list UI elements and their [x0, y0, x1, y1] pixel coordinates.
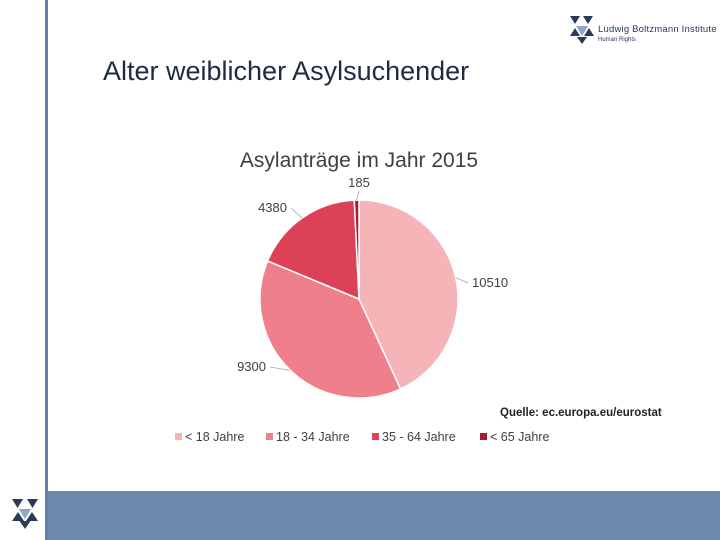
- legend-label: 18 - 34 Jahre: [276, 430, 350, 444]
- chart-legend: < 18 Jahre 18 - 34 Jahre 35 - 64 Jahre < 65…: [175, 430, 549, 444]
- logo-name: Ludwig Boltzmann Institute: [598, 24, 717, 35]
- leader-line: [356, 190, 360, 201]
- logo-subtitle: Human Rights: [598, 37, 637, 43]
- pie-data-label: 185: [348, 175, 370, 190]
- pie-data-labels: 10510 9300 4380 185: [237, 175, 508, 374]
- chart-source: Quelle: ec.europa.eu/eurostat: [500, 407, 662, 419]
- slide-title: Alter weiblicher Asylsuchender: [103, 56, 470, 86]
- pie-data-label: 9300: [237, 359, 266, 374]
- legend-swatch: [266, 433, 273, 440]
- legend-swatch: [480, 433, 487, 440]
- leader-line: [290, 207, 303, 219]
- legend-swatch: [175, 433, 182, 440]
- lbi-triangle-logo-icon: [12, 499, 38, 529]
- pie-data-label: 10510: [472, 275, 508, 290]
- pie-data-label: 4380: [258, 200, 287, 215]
- legend-label: < 65 Jahre: [490, 430, 549, 444]
- pie-slices: [259, 199, 459, 399]
- lbi-triangle-logo-icon: [570, 16, 594, 44]
- pie-slice: [259, 260, 402, 399]
- institute-logo: Ludwig Boltzmann Institute Human Rights: [568, 14, 717, 54]
- pie-slice: [358, 199, 459, 390]
- legend-label: < 18 Jahre: [185, 430, 244, 444]
- left-accent-rule: [45, 0, 48, 540]
- legend-swatch: [372, 433, 379, 440]
- pie-slice: [266, 199, 360, 301]
- leader-line: [269, 366, 291, 371]
- footer-band: [48, 491, 720, 540]
- chart-title: Asylanträge im Jahr 2015: [240, 149, 478, 172]
- pie-chart: Asylanträge im Jahr 2015 10510 9300 4380 18…: [175, 149, 662, 444]
- legend-label: 35 - 64 Jahre: [382, 430, 456, 444]
- leader-line: [455, 277, 469, 284]
